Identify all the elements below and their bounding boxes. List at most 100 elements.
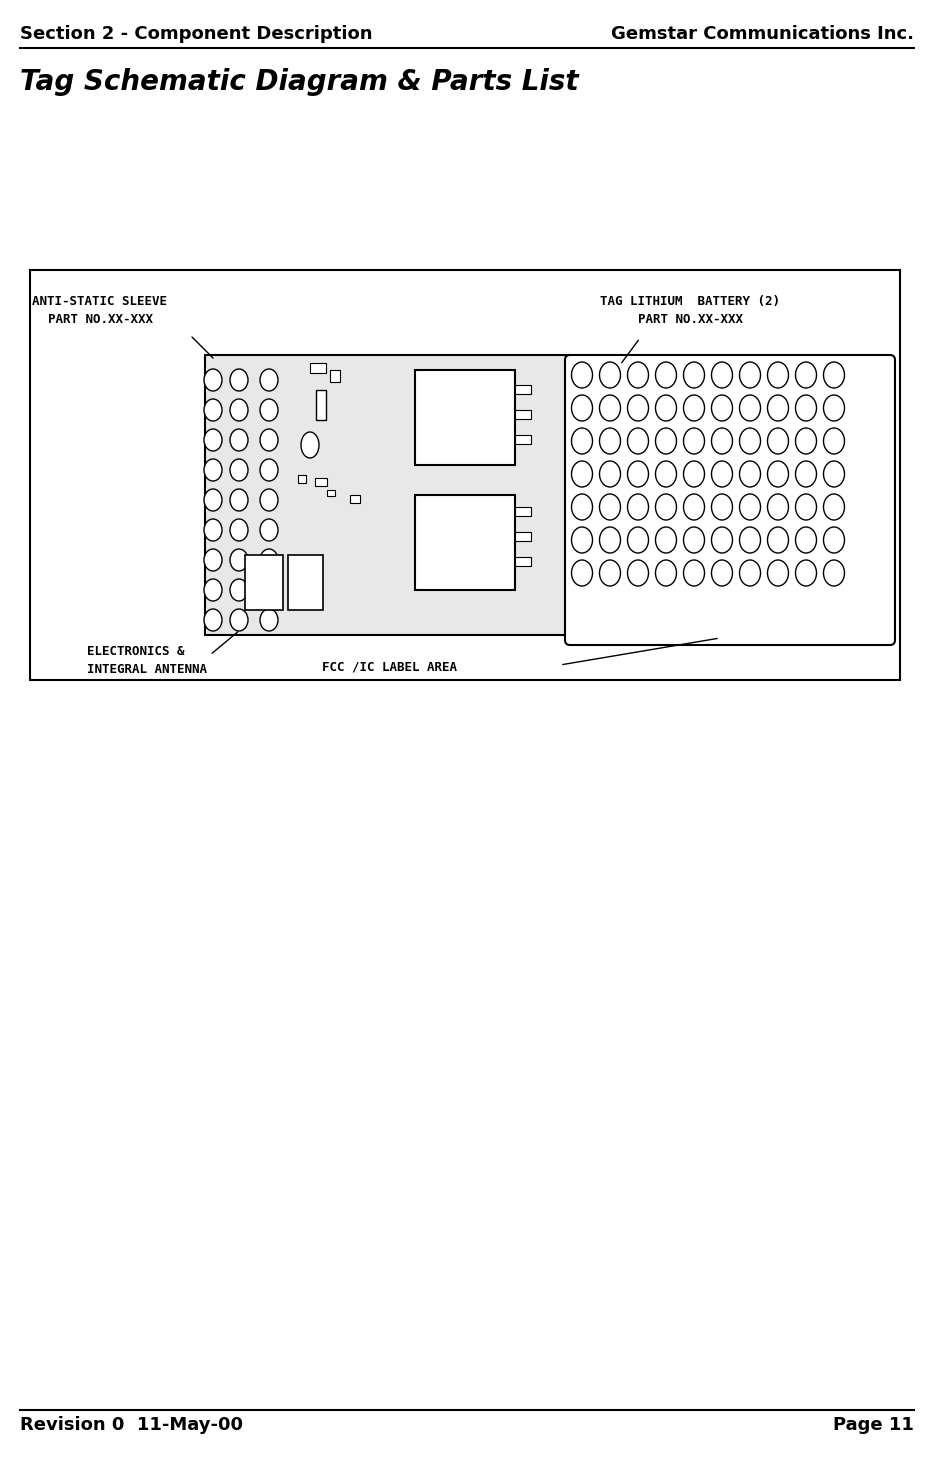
Ellipse shape bbox=[824, 560, 844, 587]
Ellipse shape bbox=[768, 495, 788, 519]
Ellipse shape bbox=[628, 527, 648, 553]
Ellipse shape bbox=[260, 608, 278, 630]
Ellipse shape bbox=[628, 495, 648, 519]
Ellipse shape bbox=[712, 495, 732, 519]
Ellipse shape bbox=[656, 427, 676, 454]
Ellipse shape bbox=[824, 495, 844, 519]
Ellipse shape bbox=[656, 560, 676, 587]
Bar bbox=[288, 554, 323, 610]
Ellipse shape bbox=[230, 398, 248, 422]
Ellipse shape bbox=[796, 527, 816, 553]
Ellipse shape bbox=[824, 461, 844, 487]
Ellipse shape bbox=[768, 527, 788, 553]
Ellipse shape bbox=[572, 461, 592, 487]
Ellipse shape bbox=[572, 495, 592, 519]
Ellipse shape bbox=[656, 362, 676, 388]
Ellipse shape bbox=[684, 527, 704, 553]
Ellipse shape bbox=[204, 549, 222, 570]
Ellipse shape bbox=[204, 519, 222, 541]
Ellipse shape bbox=[712, 427, 732, 454]
Ellipse shape bbox=[740, 395, 760, 422]
Text: PART NO.XX-XXX: PART NO.XX-XXX bbox=[48, 314, 152, 325]
Ellipse shape bbox=[204, 608, 222, 630]
Ellipse shape bbox=[572, 527, 592, 553]
Ellipse shape bbox=[796, 461, 816, 487]
Ellipse shape bbox=[684, 461, 704, 487]
Ellipse shape bbox=[656, 495, 676, 519]
Bar bbox=[515, 533, 531, 541]
Ellipse shape bbox=[260, 369, 278, 391]
Bar bbox=[245, 554, 283, 610]
Ellipse shape bbox=[796, 427, 816, 454]
Ellipse shape bbox=[768, 461, 788, 487]
Ellipse shape bbox=[684, 560, 704, 587]
Ellipse shape bbox=[740, 495, 760, 519]
Ellipse shape bbox=[712, 527, 732, 553]
Text: TAG LITHIUM  BATTERY (2): TAG LITHIUM BATTERY (2) bbox=[600, 295, 780, 308]
Text: Revision 0  11-May-00: Revision 0 11-May-00 bbox=[20, 1417, 243, 1434]
Ellipse shape bbox=[600, 461, 620, 487]
Ellipse shape bbox=[204, 489, 222, 511]
Ellipse shape bbox=[204, 579, 222, 601]
Ellipse shape bbox=[684, 395, 704, 422]
Bar bbox=[316, 390, 326, 420]
Text: PART NO.XX-XXX: PART NO.XX-XXX bbox=[638, 314, 743, 325]
Bar bbox=[310, 363, 326, 374]
Text: Page 11: Page 11 bbox=[833, 1417, 914, 1434]
Ellipse shape bbox=[230, 579, 248, 601]
Text: ELECTRONICS &: ELECTRONICS & bbox=[87, 645, 185, 658]
Ellipse shape bbox=[796, 362, 816, 388]
Ellipse shape bbox=[628, 395, 648, 422]
Text: FCC /IC LABEL AREA: FCC /IC LABEL AREA bbox=[322, 659, 458, 673]
Ellipse shape bbox=[260, 549, 278, 570]
Ellipse shape bbox=[824, 395, 844, 422]
Ellipse shape bbox=[740, 427, 760, 454]
Ellipse shape bbox=[824, 362, 844, 388]
Ellipse shape bbox=[740, 560, 760, 587]
Bar bbox=[298, 476, 306, 483]
Ellipse shape bbox=[260, 579, 278, 601]
Bar bbox=[330, 371, 340, 382]
Bar bbox=[415, 495, 515, 589]
Ellipse shape bbox=[628, 560, 648, 587]
Ellipse shape bbox=[684, 427, 704, 454]
Ellipse shape bbox=[740, 461, 760, 487]
Ellipse shape bbox=[600, 362, 620, 388]
Ellipse shape bbox=[230, 608, 248, 630]
Ellipse shape bbox=[260, 398, 278, 422]
Ellipse shape bbox=[572, 362, 592, 388]
Ellipse shape bbox=[600, 527, 620, 553]
Ellipse shape bbox=[656, 527, 676, 553]
Bar bbox=[515, 385, 531, 394]
Ellipse shape bbox=[204, 460, 222, 481]
Bar bbox=[515, 410, 531, 419]
Ellipse shape bbox=[260, 429, 278, 451]
Ellipse shape bbox=[572, 427, 592, 454]
Ellipse shape bbox=[796, 495, 816, 519]
Ellipse shape bbox=[712, 560, 732, 587]
Bar bbox=[205, 355, 570, 635]
Ellipse shape bbox=[768, 560, 788, 587]
Bar bbox=[415, 371, 515, 465]
Bar bbox=[315, 479, 327, 486]
Ellipse shape bbox=[204, 429, 222, 451]
Ellipse shape bbox=[628, 461, 648, 487]
Ellipse shape bbox=[768, 427, 788, 454]
Bar bbox=[515, 435, 531, 444]
Ellipse shape bbox=[796, 395, 816, 422]
Bar bbox=[350, 495, 360, 503]
Bar bbox=[515, 557, 531, 566]
Ellipse shape bbox=[712, 395, 732, 422]
Ellipse shape bbox=[768, 362, 788, 388]
Ellipse shape bbox=[230, 519, 248, 541]
Ellipse shape bbox=[260, 489, 278, 511]
Ellipse shape bbox=[740, 527, 760, 553]
Ellipse shape bbox=[824, 427, 844, 454]
Ellipse shape bbox=[600, 427, 620, 454]
Ellipse shape bbox=[204, 369, 222, 391]
Bar bbox=[30, 270, 900, 680]
Ellipse shape bbox=[684, 495, 704, 519]
FancyBboxPatch shape bbox=[565, 355, 895, 645]
Bar bbox=[515, 506, 531, 516]
Ellipse shape bbox=[301, 432, 319, 458]
